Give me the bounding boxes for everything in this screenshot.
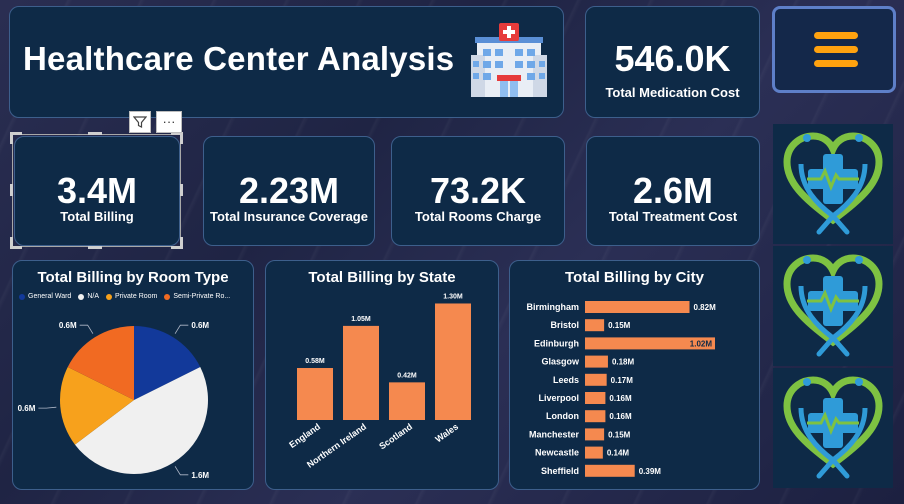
kpi-value: 3.4M <box>56 170 138 211</box>
y-tick-label: Leeds <box>553 375 579 385</box>
pie-data-label: 1.6M <box>191 471 209 480</box>
kpi-card-medication: 546.0K Total Medication Cost <box>585 6 760 118</box>
legend-swatch <box>164 293 171 300</box>
chart-title: Total Billing by Room Type <box>37 269 229 286</box>
bar <box>297 368 333 420</box>
bar-data-label: 0.14M <box>607 449 630 458</box>
kpi-value: 546.0K <box>614 38 731 79</box>
chart-title: Total Billing by City <box>565 269 704 286</box>
bar <box>585 410 606 423</box>
hamburger-menu-icon <box>814 32 858 39</box>
bar-data-label: 0.17M <box>611 376 634 385</box>
y-tick-label: Manchester <box>529 429 580 439</box>
pie-data-label: 0.6M <box>18 404 36 413</box>
bar <box>435 303 471 420</box>
kpi-value: 2.23M <box>238 170 340 211</box>
pie-leader-line <box>79 324 94 334</box>
legend-swatch <box>105 293 112 300</box>
bar <box>585 464 635 477</box>
bar <box>585 446 603 459</box>
bar-data-label: 0.58M <box>305 358 325 365</box>
bar-data-label: 0.18M <box>612 358 635 367</box>
bar-data-label: 0.42M <box>397 372 417 379</box>
title-card: Healthcare Center Analysis <box>9 6 564 118</box>
y-tick-label: Liverpool <box>538 393 579 403</box>
legend-label: Private Room <box>114 293 158 300</box>
pie-data-label: 0.6M <box>59 321 77 330</box>
y-tick-label: London <box>546 411 579 421</box>
pie-slice <box>134 326 201 400</box>
heart-stethoscope-cross-icon <box>773 124 893 244</box>
x-tick-label: Scotland <box>377 421 414 451</box>
y-tick-label: Birmingham <box>526 302 579 312</box>
kpi-card-billing[interactable]: 3.4M Total Billing <box>14 136 180 246</box>
y-tick-label: Sheffield <box>541 466 579 476</box>
legend-label: N/A <box>87 293 99 300</box>
bar <box>585 337 715 350</box>
legend-label: Semi-Private Ro... <box>173 293 231 300</box>
hospital-icon <box>471 23 547 97</box>
kpi-label: Total Treatment Cost <box>608 209 738 224</box>
pie-slice <box>67 326 134 400</box>
heart-stethoscope-cross-icon <box>773 368 893 488</box>
bar-data-label: 1.30M <box>443 293 463 300</box>
pie-slice <box>74 367 209 475</box>
bar <box>585 392 606 404</box>
city-bar-chart: Birmingham 0.82M Bristol 0.15M Edinburgh 1.02… <box>526 301 717 477</box>
bar <box>585 373 607 386</box>
y-tick-label: Newcastle <box>535 448 579 458</box>
bar-data-label: 1.05M <box>351 316 371 323</box>
bar-data-label: 0.82M <box>694 303 717 312</box>
pie-slice <box>59 367 134 445</box>
x-tick-label: Wales <box>433 421 460 444</box>
filter-icon <box>132 116 148 128</box>
bar-data-label: 0.15M <box>608 321 631 330</box>
bar <box>343 325 379 420</box>
kpi-value: 73.2K <box>429 170 527 211</box>
bar-data-label: 0.39M <box>639 467 662 476</box>
chart-title: Total Billing by State <box>308 269 456 286</box>
more-options-button[interactable]: ··· <box>156 111 182 133</box>
legend-swatch <box>78 293 85 300</box>
bar <box>389 382 425 420</box>
bar <box>585 301 690 313</box>
kpi-label: Total Rooms Charge <box>414 209 542 224</box>
y-tick-label: Bristol <box>550 320 579 330</box>
legend-swatch <box>19 293 25 300</box>
kpi-card-treatment: 2.6M Total Treatment Cost <box>586 136 760 246</box>
chart-card-city[interactable]: Total Billing by City Birmingham 0.82M Bri… <box>509 260 760 490</box>
heart-stethoscope-cross-icon <box>773 246 893 366</box>
bar-data-label: 0.16M <box>609 394 632 403</box>
filter-button[interactable] <box>129 111 151 133</box>
bar <box>585 355 608 368</box>
pie-chart: 0.6M 1.6M 0.6M 0.6M <box>18 321 210 480</box>
bar-data-label: 0.15M <box>608 430 631 439</box>
kpi-label: Total Medication Cost <box>605 85 740 100</box>
more-options-icon: ··· <box>162 114 176 129</box>
pie-leader-line <box>174 324 189 334</box>
y-tick-label: Glasgow <box>541 357 580 367</box>
pie-data-label: 0.6M <box>191 321 209 330</box>
page-title: Healthcare Center Analysis <box>23 40 455 77</box>
kpi-card-rooms: 73.2K Total Rooms Charge <box>391 136 565 246</box>
menu-button[interactable] <box>772 6 896 93</box>
kpi-value: 2.6M <box>632 170 714 211</box>
bar <box>585 319 605 332</box>
bar-data-label: 0.16M <box>609 412 632 421</box>
kpi-card-insurance: 2.23M Total Insurance Coverage <box>203 136 375 246</box>
legend-label: General Ward <box>28 293 72 300</box>
bar-data-label: 1.02M <box>690 339 713 348</box>
x-tick-label: England <box>287 421 322 450</box>
chart-card-room-type[interactable]: Total Billing by Room Type General Ward … <box>12 260 254 490</box>
kpi-label: Total Billing <box>60 209 134 224</box>
pie-leader-line <box>174 466 189 476</box>
kpi-label: Total Insurance Coverage <box>210 209 368 224</box>
pie-leader-line <box>38 406 57 409</box>
bar <box>585 428 605 441</box>
chart-card-state[interactable]: Total Billing by State 0.58M England 1.05M… <box>265 260 499 490</box>
y-tick-label: Edinburgh <box>534 338 579 348</box>
chart-legend: General Ward N/A Private Room Semi-Priva… <box>19 293 230 300</box>
